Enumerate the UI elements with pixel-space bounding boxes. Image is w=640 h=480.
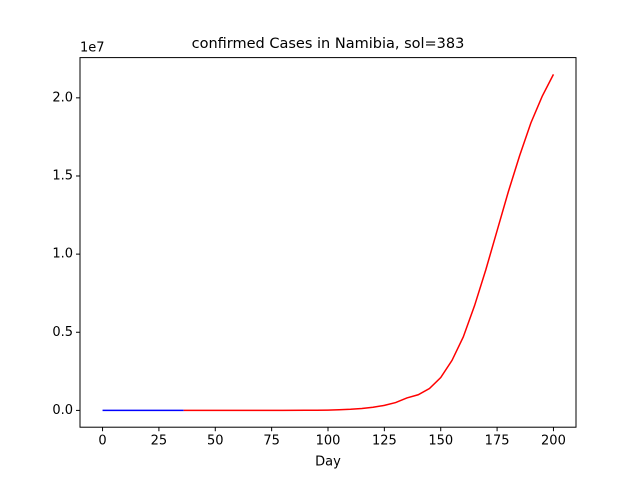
x-tick-label: 0	[98, 434, 106, 449]
x-tick-label: 125	[372, 434, 397, 449]
x-axis-label: Day	[315, 455, 341, 470]
y-tick-label: 0.0	[52, 403, 73, 418]
x-tick-label: 25	[151, 434, 168, 449]
y-tick-label: 0.5	[52, 325, 73, 340]
x-tick-label: 200	[541, 434, 566, 449]
y-offset-label: 1e7	[80, 41, 105, 56]
y-tick-label: 1.0	[52, 247, 73, 262]
x-tick-label: 175	[485, 434, 510, 449]
chart-title: confirmed Cases in Namibia, sol=383	[192, 36, 465, 52]
x-tick-label: 75	[263, 434, 280, 449]
y-tick-label: 2.0	[52, 90, 73, 105]
x-tick-label: 150	[428, 434, 453, 449]
x-tick-label: 100	[316, 434, 341, 449]
y-tick-label: 1.5	[52, 168, 73, 183]
plot-frame	[79, 57, 577, 428]
x-tick-label: 50	[207, 434, 224, 449]
data-line	[183, 74, 555, 412]
